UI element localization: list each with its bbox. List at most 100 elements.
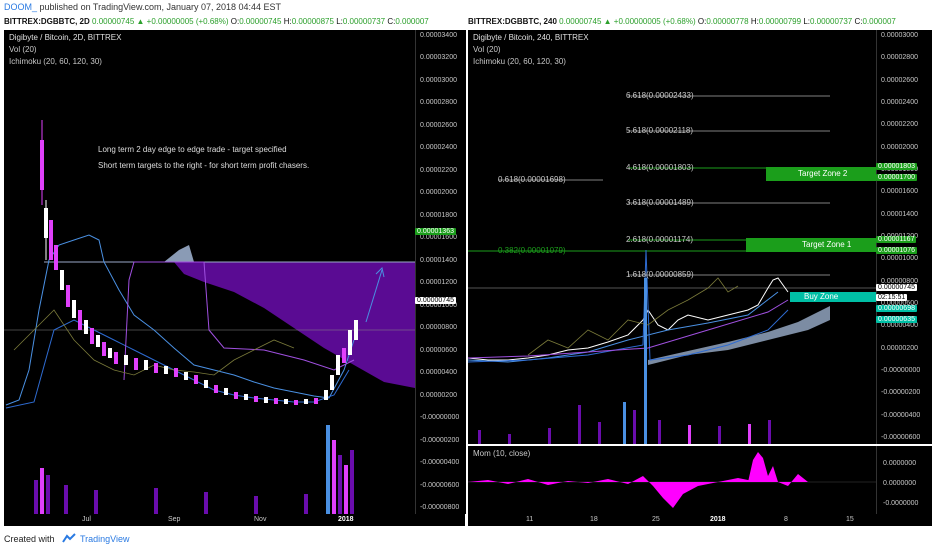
y-tick-label: 0.00003000 <box>881 32 918 39</box>
right-price-line-series <box>468 277 789 361</box>
y-tick-label: -0.00000600 <box>881 434 921 441</box>
left-c-val: 0.000007 <box>395 17 429 26</box>
y-tick-label: 0.00003200 <box>420 54 457 62</box>
y-tick-label: 0.00000400 <box>881 322 918 330</box>
right-span-line <box>468 299 789 359</box>
right-ichimoku-cloud <box>648 306 830 365</box>
buy-zone-rect <box>790 292 876 302</box>
tradingview-logo-icon <box>62 533 76 543</box>
footer: Created with TradingView <box>0 528 932 550</box>
right-x-8: 8 <box>784 516 788 523</box>
left-o-val: 0.00000745 <box>239 17 282 26</box>
left-ohlc: BITTREX:DGBBTC, 2D 0.00000745 ▲ +0.00000… <box>4 17 429 26</box>
right-o-val: 0.00000778 <box>706 17 749 26</box>
right-kijun-line <box>468 291 779 363</box>
fib-label-6618: 6.618(0.00002433) <box>626 91 694 100</box>
right-chart-svg <box>468 95 876 444</box>
y-tick-label: 0.00002800 <box>420 99 457 107</box>
right-x-25: 25 <box>652 516 660 523</box>
buy-zone-label: Buy Zone <box>804 292 839 301</box>
header: DOOM_ published on TradingView.com, Janu… <box>0 0 932 30</box>
left-l-label: L: <box>336 17 343 26</box>
left-y-axis[interactable]: 0.00003400 0.00003200 0.00003000 0.00002800… <box>415 30 466 514</box>
annotation-long-term: Long term 2 day edge to edge trade - tar… <box>98 145 287 154</box>
right-tag-698: 0.00000698 <box>876 305 917 312</box>
momentum-title: Mom (10, close) <box>473 449 531 458</box>
right-c-label: C: <box>854 17 863 26</box>
target-zone-2-label: Target Zone 2 <box>798 169 848 178</box>
momentum-svg <box>468 452 876 508</box>
fib-label-5618: 5.618(0.00002118) <box>626 126 694 135</box>
y-tick-label: 0.00000600 <box>420 346 457 354</box>
publish-line: DOOM_ published on TradingView.com, Janu… <box>4 2 281 12</box>
right-h-val: 0.00000799 <box>758 17 802 26</box>
right-o-label: O: <box>697 17 707 26</box>
right-l-label: L: <box>803 17 810 26</box>
right-tag-1167: 0.00001167 <box>876 236 917 243</box>
left-c-label: C: <box>387 17 396 26</box>
left-ichimoku-cloud <box>174 262 415 388</box>
y-tick-label: 0.00002200 <box>881 121 918 129</box>
y-tick-label: -0.00000200 <box>420 436 460 444</box>
left-change: ▲ +0.00000005 (+0.68%) <box>136 17 229 26</box>
y-tick-label: 0.00001000 <box>881 255 918 263</box>
left-o-label: O: <box>230 17 240 26</box>
y-tick-label: -0.00000400 <box>881 411 921 419</box>
right-ichimoku-label: Ichimoku (20, 60, 120, 30) <box>473 57 566 66</box>
author-link[interactable]: DOOM_ <box>4 2 38 12</box>
y-tick-label: 0.00000600 <box>881 300 918 307</box>
y-tick-label: -0.00000000 <box>420 414 460 422</box>
y-tick-label: 0.00001200 <box>420 279 457 287</box>
right-tag-635: 0.00000635 <box>876 316 917 323</box>
right-x-15: 15 <box>846 516 854 523</box>
right-tag-1803: 0.00001803 <box>876 163 917 170</box>
right-x-2018: 2018 <box>710 516 726 523</box>
y-tick-label: 0.00000400 <box>420 369 457 377</box>
right-chart-panel[interactable]: Digibyte / Bitcoin, 240, BITTREX Vol (20… <box>468 30 876 444</box>
y-tick-label: 0.00002600 <box>881 76 918 84</box>
tradingview-link[interactable]: TradingView <box>80 534 130 544</box>
left-kijun-line <box>5 234 355 406</box>
y-tick-label: 0.00001400 <box>881 210 918 218</box>
y-tick-label: 0.00000200 <box>881 344 918 352</box>
annotation-short-term: Short term targets to the right - for sh… <box>98 161 310 170</box>
left-h-label: H: <box>283 17 292 26</box>
mom-tick-2: 0.0000000 <box>883 480 917 487</box>
y-tick-label: 0.00002200 <box>420 166 457 174</box>
y-tick-label: 0.00002000 <box>420 189 457 197</box>
momentum-y-axis[interactable]: 0.0000000 0.0000000 -0.0000000 <box>876 446 932 514</box>
momentum-panel[interactable]: Mom (10, close) <box>468 446 876 514</box>
y-tick-label: -0.00000800 <box>420 504 460 511</box>
y-tick-label: 0.00002800 <box>881 54 918 62</box>
y-tick-label: 0.00001800 <box>420 211 457 219</box>
left-cloud-spike <box>164 245 194 262</box>
left-volume-bars <box>34 425 354 514</box>
right-x-axis: 11 18 25 2018 8 15 <box>468 514 932 526</box>
right-l-val: 0.00000737 <box>809 17 853 26</box>
y-tick-label: 0.00002400 <box>881 99 918 106</box>
right-timer-tag: 02:15:51 <box>876 294 908 301</box>
right-chart-title: Digibyte / Bitcoin, 240, BITTREX <box>473 33 589 42</box>
left-target-arrow <box>365 269 383 323</box>
momentum-area <box>468 474 808 508</box>
left-span-line <box>123 261 355 381</box>
right-x-11: 11 <box>526 516 534 523</box>
left-x-jul: Jul <box>82 516 91 523</box>
left-tenkan-line <box>5 319 350 409</box>
left-price-tag: 0.00000745 <box>415 297 456 304</box>
y-tick-label: -0.00000400 <box>420 459 460 467</box>
y-tick-label: 0.00002000 <box>881 143 918 151</box>
y-tick-label: -0.00000000 <box>881 367 921 374</box>
left-x-nov: Nov <box>254 516 267 523</box>
right-tag-1076: 0.00001076 <box>876 247 917 254</box>
right-h-label: H: <box>750 17 759 26</box>
right-price-tag: 0.00000745 <box>876 284 917 291</box>
right-volume-bars <box>478 278 771 444</box>
right-symbol: BITTREX:DGBBTC, 240 <box>468 17 557 26</box>
right-tag-1700: 0.00001700 <box>876 174 917 181</box>
left-x-sep: Sep <box>168 516 181 523</box>
left-candles <box>40 120 358 405</box>
right-vol-label: Vol (20) <box>473 45 501 54</box>
right-c-val: 0.000007 <box>862 17 896 26</box>
left-chart-panel[interactable]: Digibyte / Bitcoin, 2D, BITTREX Vol (20)… <box>4 30 415 514</box>
